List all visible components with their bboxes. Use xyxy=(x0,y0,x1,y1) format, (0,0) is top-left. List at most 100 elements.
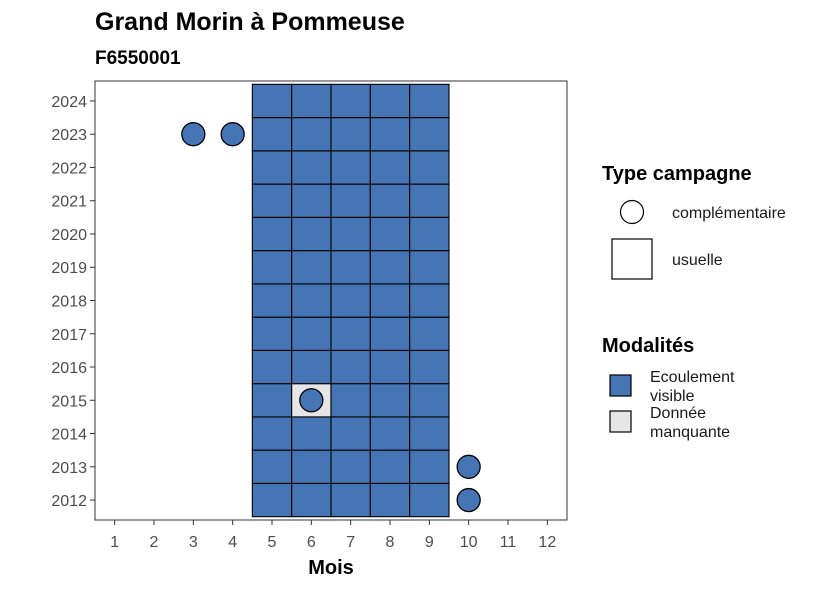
legend-label-donnee-line1: Donnée xyxy=(650,405,706,422)
point-4-2023 xyxy=(220,122,245,147)
tile-5-2014 xyxy=(251,416,293,451)
tile-6-2019 xyxy=(291,250,332,285)
x-tick-label: 8 xyxy=(386,534,395,551)
tile-5-2013 xyxy=(251,449,293,484)
tile-6-2017 xyxy=(291,316,332,351)
legend-label-ecoulement-visible: Ecoulement visible xyxy=(650,369,739,405)
x-axis-title: Mois xyxy=(308,557,354,579)
x-tick-label: 3 xyxy=(189,534,198,551)
tile-9-2013 xyxy=(409,449,450,484)
chart-subtitle: F6550001 xyxy=(95,48,181,69)
y-axis: 2012 2013 2014 2015 2016 2017 2018 2019 2020 2021… xyxy=(51,94,95,510)
tile-9-2021 xyxy=(409,183,450,218)
tile-7-2017 xyxy=(330,316,371,351)
x-tick-label: 6 xyxy=(307,534,316,551)
y-tick-label: 2020 xyxy=(51,227,87,244)
point-3-2023 xyxy=(181,122,206,147)
legend-shape: Type campagne complémentaire usuelle xyxy=(602,163,786,280)
y-tick-label: 2014 xyxy=(51,427,87,444)
y-tick-label: 2022 xyxy=(51,160,87,177)
complementaire-points xyxy=(181,122,481,513)
tile-9-2024 xyxy=(409,83,450,119)
y-tick-label: 2021 xyxy=(51,194,87,211)
tile-6-2018 xyxy=(291,283,332,318)
y-tick-label: 2013 xyxy=(51,460,87,477)
tile-9-2020 xyxy=(409,216,450,252)
legend-label-ecoulement-line2: visible xyxy=(650,388,695,405)
y-tick-label: 2023 xyxy=(51,127,87,144)
tile-5-2020 xyxy=(251,216,293,252)
x-tick-label: 5 xyxy=(268,534,277,551)
legend-label-donnee-line2: manquante xyxy=(650,424,730,441)
tile-7-2013 xyxy=(330,449,371,484)
y-tick-label: 2015 xyxy=(51,393,87,410)
x-axis: 1 2 3 4 5 6 7 8 9 10 11 12 xyxy=(110,520,556,551)
tile-6-2020 xyxy=(291,216,332,252)
legend-square-key xyxy=(611,238,653,280)
point-10-2012 xyxy=(456,487,481,513)
tile-9-2015 xyxy=(409,383,450,418)
legend-label-ecoulement-line1: Ecoulement xyxy=(650,369,735,386)
tile-9-2012 xyxy=(409,482,450,518)
tile-9-2019 xyxy=(409,250,450,285)
tile-7-2018 xyxy=(330,283,371,318)
tile-7-2016 xyxy=(330,349,371,385)
y-tick-label: 2024 xyxy=(51,94,87,111)
x-tick-label: 9 xyxy=(425,534,434,551)
tile-6-2021 xyxy=(291,183,332,218)
tile-7-2022 xyxy=(330,150,371,185)
tile-7-2024 xyxy=(330,83,371,119)
tile-6-2013 xyxy=(291,449,332,484)
tile-8-2018 xyxy=(369,283,411,318)
legend-fill: Modalités Ecoulement visible Donnée manq… xyxy=(602,335,739,441)
tile-8-2019 xyxy=(369,250,411,285)
tile-7-2023 xyxy=(330,117,371,152)
tile-7-2015 xyxy=(330,383,371,418)
x-tick-label: 12 xyxy=(538,534,556,551)
tile-5-2017 xyxy=(251,316,293,351)
y-tick-label: 2018 xyxy=(51,294,87,311)
tile-8-2024 xyxy=(369,83,411,119)
tile-5-2022 xyxy=(251,150,293,185)
tile-7-2019 xyxy=(330,250,371,285)
x-tick-label: 11 xyxy=(500,534,517,551)
point-10-2013 xyxy=(456,454,481,479)
x-tick-label: 4 xyxy=(228,534,237,551)
tile-8-2014 xyxy=(369,416,411,451)
tile-7-2014 xyxy=(330,416,371,451)
tile-7-2012 xyxy=(330,482,371,518)
usuelle-tiles xyxy=(251,83,450,518)
point-6-2015 xyxy=(299,388,324,413)
tile-9-2014 xyxy=(409,416,450,451)
legend-fill-title: Modalités xyxy=(602,335,694,357)
legend-label-usuelle: usuelle xyxy=(672,252,723,269)
y-tick-label: 2017 xyxy=(51,327,87,344)
tile-6-2014 xyxy=(291,416,332,451)
tile-7-2020 xyxy=(330,216,371,252)
tile-6-2016 xyxy=(291,349,332,385)
x-tick-label: 10 xyxy=(460,534,478,551)
x-tick-label: 7 xyxy=(346,534,355,551)
legend-key-ecoulement-visible xyxy=(609,374,632,397)
legend-circle-key xyxy=(619,199,645,225)
legend-label-complementaire: complémentaire xyxy=(672,205,786,222)
tile-5-2018 xyxy=(251,283,293,318)
tile-9-2023 xyxy=(409,117,450,152)
x-tick-label: 1 xyxy=(110,534,119,551)
tile-9-2017 xyxy=(409,316,450,351)
legend-shape-title: Type campagne xyxy=(602,163,752,185)
tile-8-2021 xyxy=(369,183,411,218)
chart-title: Grand Morin à Pommeuse xyxy=(95,8,405,36)
x-tick-label: 2 xyxy=(150,534,159,551)
tile-6-2022 xyxy=(291,150,332,185)
tile-9-2016 xyxy=(409,349,450,385)
tile-5-2016 xyxy=(251,349,293,385)
tile-5-2021 xyxy=(251,183,293,218)
legend-key-donnee-manquante xyxy=(609,410,632,433)
tile-8-2022 xyxy=(369,150,411,185)
tile-5-2023 xyxy=(251,117,293,152)
tile-5-2012 xyxy=(251,482,293,518)
tile-9-2022 xyxy=(409,150,450,185)
tile-5-2015 xyxy=(251,383,293,418)
y-tick-label: 2012 xyxy=(51,493,87,510)
